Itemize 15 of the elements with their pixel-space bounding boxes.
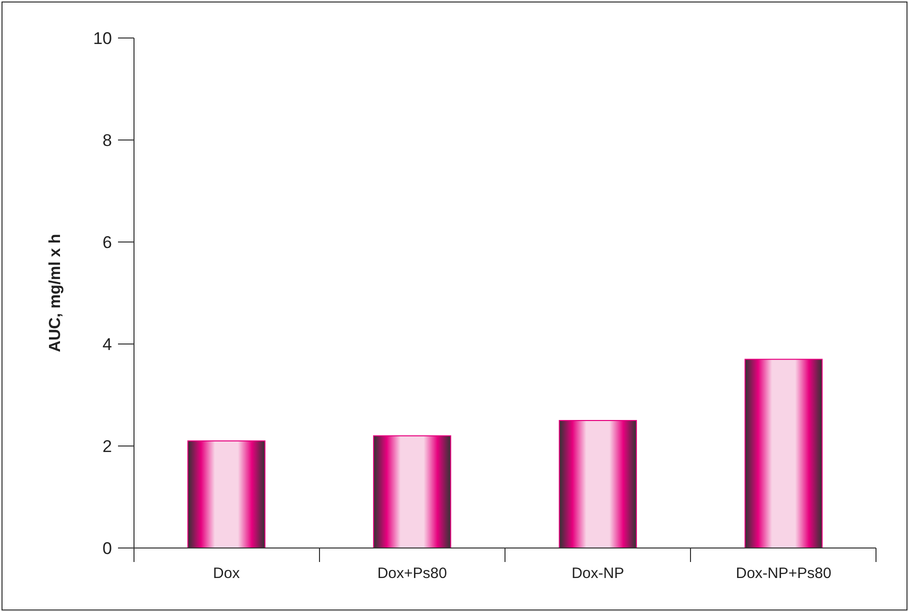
y-tick-label: 8	[102, 130, 112, 150]
x-tick-label: Dox-NP	[572, 565, 624, 582]
x-tick-label: Dox+Ps80	[377, 565, 447, 582]
bar	[373, 435, 452, 548]
y-axis-title: AUC, mg/ml x h	[47, 234, 64, 352]
bar	[187, 440, 266, 548]
y-tick-label: 0	[102, 538, 112, 558]
y-tick-label: 4	[102, 334, 112, 354]
y-tick-label: 10	[93, 28, 112, 48]
bar	[744, 358, 823, 548]
bar	[558, 420, 637, 548]
x-tick-label: Dox-NP+Ps80	[736, 565, 832, 582]
y-tick-label: 2	[102, 436, 112, 456]
x-tick-label: Dox	[213, 565, 240, 582]
y-tick-label: 6	[102, 232, 112, 252]
